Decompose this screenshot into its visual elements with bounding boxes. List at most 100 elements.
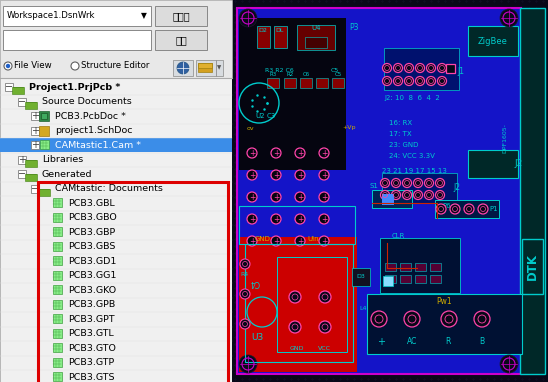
- Text: +: +: [273, 215, 279, 223]
- Text: C5: C5: [331, 68, 339, 73]
- Circle shape: [319, 321, 331, 333]
- Bar: [18, 98, 26, 106]
- Text: Workspace1.DsnWrk: Workspace1.DsnWrk: [7, 11, 95, 21]
- Circle shape: [319, 148, 329, 158]
- Text: Generated: Generated: [42, 170, 93, 179]
- Text: VCC: VCC: [318, 345, 331, 351]
- Bar: [53, 271, 62, 280]
- Text: ▼: ▼: [141, 11, 147, 21]
- Circle shape: [415, 76, 425, 86]
- Text: 17: TX: 17: TX: [389, 131, 412, 137]
- Bar: [41, 113, 47, 119]
- Text: D2: D2: [259, 28, 267, 32]
- Circle shape: [383, 63, 391, 73]
- Bar: [31, 141, 39, 149]
- Text: R3 R2 C6: R3 R2 C6: [265, 68, 294, 73]
- Circle shape: [380, 178, 390, 188]
- Circle shape: [437, 76, 447, 86]
- Text: P6: P6: [442, 203, 450, 209]
- Bar: [38, 181, 228, 382]
- Text: PCB3.GTO: PCB3.GTO: [68, 344, 116, 353]
- Circle shape: [500, 355, 518, 373]
- Text: +: +: [297, 193, 303, 201]
- Bar: [26, 174, 36, 178]
- Text: −: −: [5, 82, 13, 92]
- Text: +: +: [18, 155, 26, 165]
- Bar: [216, 60, 223, 76]
- Text: −: −: [18, 97, 26, 107]
- Bar: [415, 263, 426, 271]
- Text: ZigBee: ZigBee: [478, 37, 508, 45]
- Text: PCB3.GD1: PCB3.GD1: [68, 257, 116, 266]
- Text: U3: U3: [251, 332, 263, 342]
- Bar: [12, 87, 24, 94]
- Text: B: B: [479, 338, 484, 346]
- Bar: [316, 78, 328, 88]
- Text: +: +: [31, 140, 39, 150]
- Circle shape: [6, 64, 10, 68]
- Text: +: +: [249, 236, 255, 246]
- Bar: [53, 300, 62, 309]
- Circle shape: [71, 62, 79, 70]
- Circle shape: [414, 191, 423, 199]
- Bar: [239, 237, 357, 372]
- Bar: [367, 294, 522, 354]
- Text: ov: ov: [247, 126, 255, 131]
- Circle shape: [271, 214, 281, 224]
- Text: Project1.PrjPcb *: Project1.PrjPcb *: [29, 83, 121, 92]
- Circle shape: [393, 63, 402, 73]
- Bar: [3, 6, 151, 26]
- Circle shape: [295, 170, 305, 180]
- Text: PCB3.GBS: PCB3.GBS: [68, 242, 116, 251]
- Bar: [39, 111, 49, 121]
- Circle shape: [240, 259, 250, 269]
- Text: +: +: [321, 193, 327, 201]
- Circle shape: [295, 214, 305, 224]
- Text: GND: GND: [290, 345, 305, 351]
- Bar: [39, 189, 49, 193]
- Circle shape: [450, 204, 460, 214]
- Text: 24: VCC 3.3V: 24: VCC 3.3V: [389, 153, 435, 159]
- Text: PCB3.GBO: PCB3.GBO: [68, 213, 117, 222]
- Circle shape: [380, 191, 390, 199]
- Text: +: +: [31, 126, 39, 136]
- Text: GND: GND: [255, 236, 271, 242]
- Bar: [297, 25, 335, 50]
- Circle shape: [319, 170, 329, 180]
- Bar: [173, 60, 193, 76]
- Circle shape: [478, 204, 488, 214]
- Text: PCB3.GG1: PCB3.GG1: [68, 271, 116, 280]
- Circle shape: [295, 148, 305, 158]
- Text: 工作台: 工作台: [172, 11, 190, 21]
- Text: J1: J1: [457, 66, 464, 76]
- Circle shape: [371, 311, 387, 327]
- Bar: [53, 198, 62, 207]
- Bar: [232, 0, 548, 382]
- Circle shape: [426, 76, 436, 86]
- Bar: [0, 138, 232, 152]
- Bar: [53, 329, 62, 338]
- Circle shape: [240, 289, 250, 299]
- Bar: [400, 263, 411, 271]
- Text: 工程: 工程: [175, 35, 187, 45]
- Text: +: +: [321, 149, 327, 157]
- Text: +: +: [273, 236, 279, 246]
- Bar: [39, 126, 49, 136]
- Text: R: R: [445, 338, 450, 346]
- Text: Pw1: Pw1: [436, 298, 452, 306]
- Text: CLR: CLR: [392, 233, 406, 239]
- Bar: [284, 78, 296, 88]
- Text: PCB3.GBP: PCB3.GBP: [68, 228, 115, 237]
- Bar: [237, 8, 521, 374]
- Text: J2: J2: [453, 183, 460, 193]
- Bar: [155, 6, 207, 26]
- Text: PCB3.PcbDoc *: PCB3.PcbDoc *: [55, 112, 126, 121]
- Bar: [382, 194, 394, 205]
- Text: CAMtastic1.Cam *: CAMtastic1.Cam *: [55, 141, 141, 150]
- Circle shape: [247, 148, 257, 158]
- Text: +: +: [377, 337, 385, 347]
- Circle shape: [271, 148, 281, 158]
- Text: PCB3.GTL: PCB3.GTL: [68, 329, 114, 338]
- Bar: [40, 140, 49, 149]
- Circle shape: [271, 192, 281, 202]
